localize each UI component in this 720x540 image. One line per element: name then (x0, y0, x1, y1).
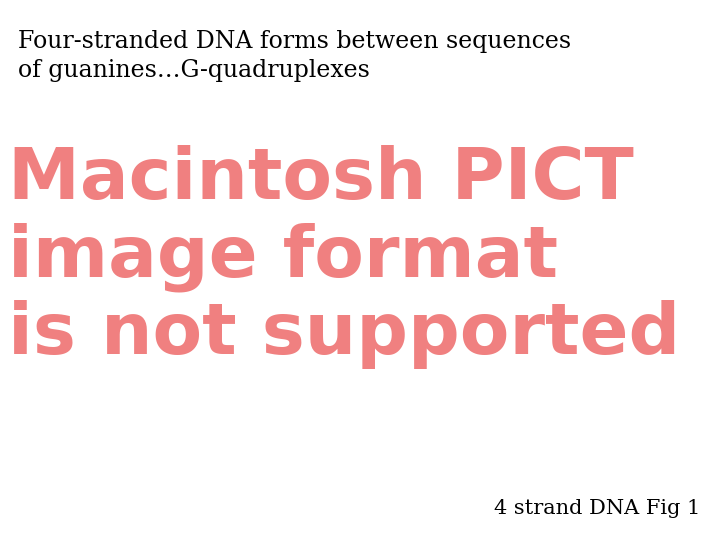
Text: 4 strand DNA Fig 1: 4 strand DNA Fig 1 (494, 499, 700, 518)
Text: Macintosh PICT
image format
is not supported: Macintosh PICT image format is not suppo… (8, 145, 680, 369)
Text: Four-stranded DNA forms between sequences
of guanines…G-quadruplexes: Four-stranded DNA forms between sequence… (18, 30, 571, 82)
